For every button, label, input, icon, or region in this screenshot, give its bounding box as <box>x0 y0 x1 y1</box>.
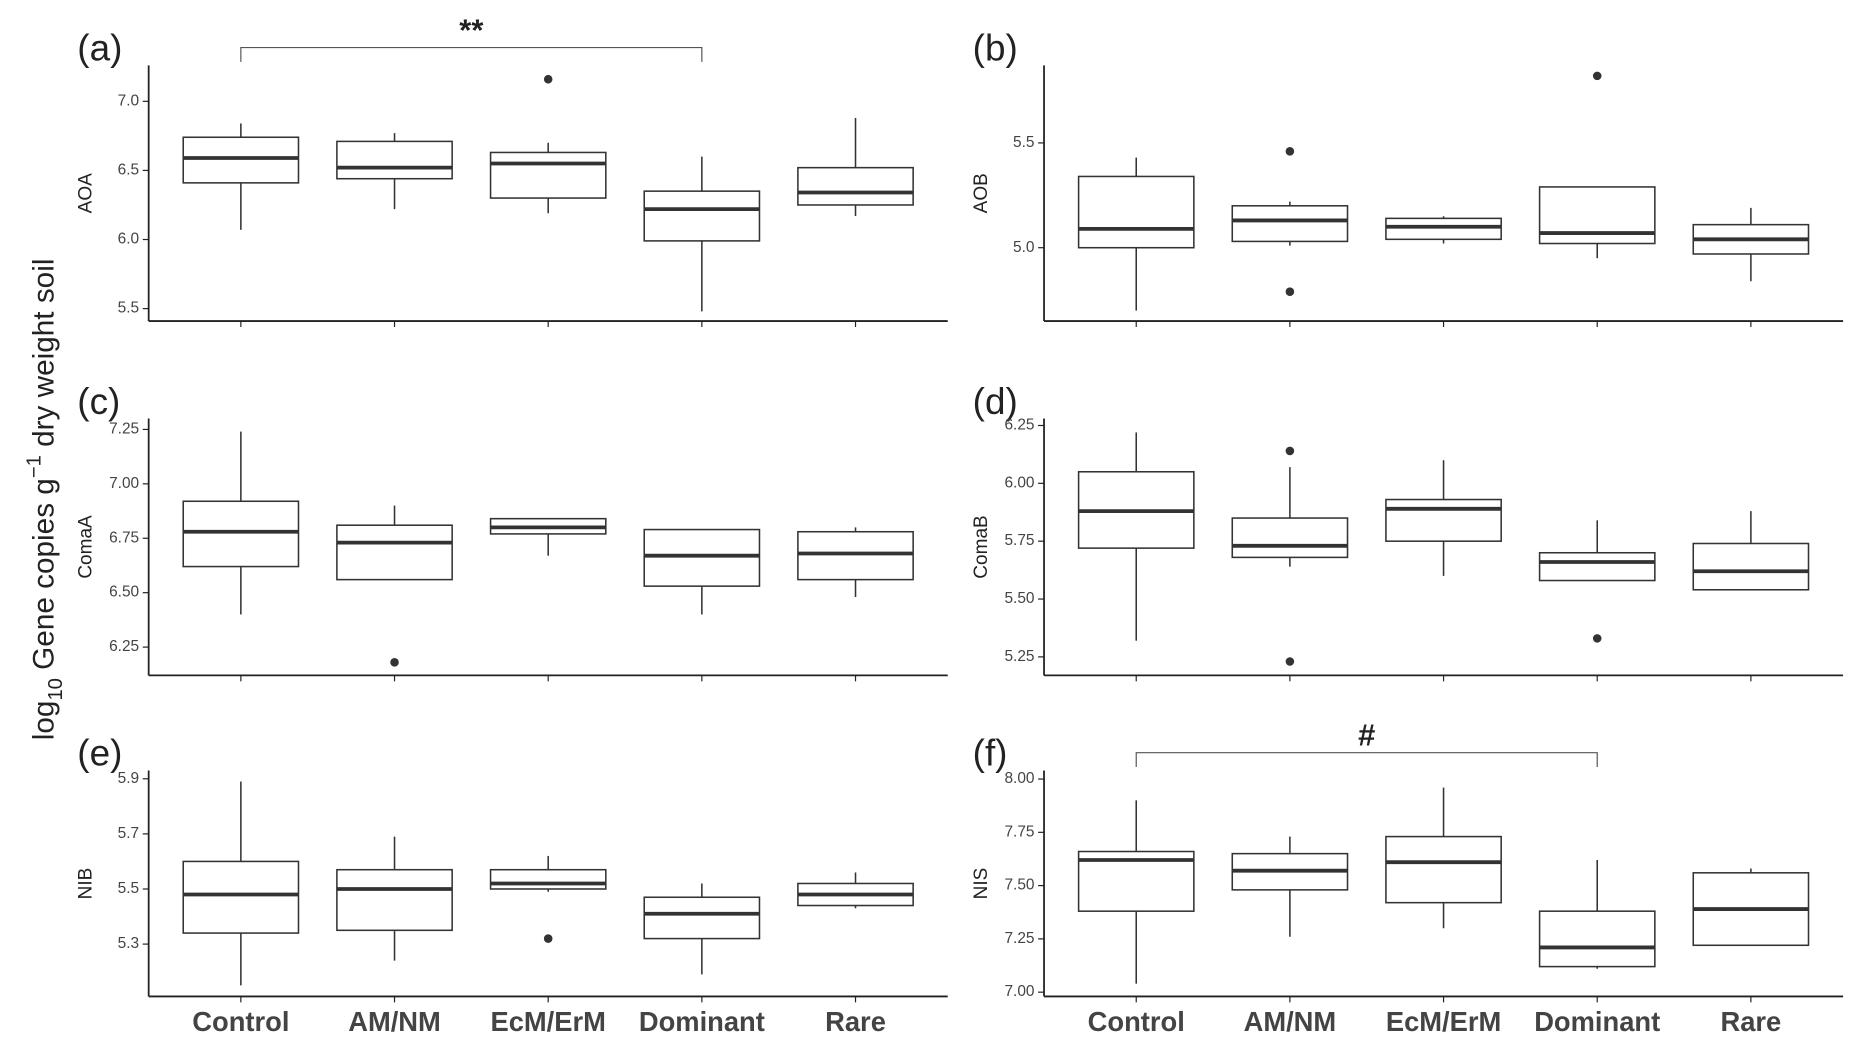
y-tick-label: 5.75 <box>1004 532 1034 549</box>
box <box>1538 186 1656 245</box>
y-tick-label: 5.25 <box>1004 648 1034 665</box>
x-tick-label: Control <box>1088 1006 1185 1037</box>
x-tick-label: AM/NM <box>1244 1006 1337 1037</box>
box <box>1538 910 1656 968</box>
panel-label: (f) <box>973 733 1008 774</box>
y-axis-title: AOB <box>971 173 992 213</box>
box <box>643 896 761 940</box>
ylabel-part: log <box>28 701 61 741</box>
outlier <box>1285 147 1295 156</box>
y-tick-label: 5.0 <box>1013 239 1034 256</box>
x-tick-label: Rare <box>1720 1006 1781 1037</box>
y-tick-label: 5.5 <box>118 880 139 897</box>
box <box>336 524 453 581</box>
box <box>643 190 761 242</box>
ylabel-part: Gene copies g <box>28 478 61 678</box>
y-tick-label: 6.5 <box>118 162 139 179</box>
y-axis-title: ComaB <box>971 515 992 578</box>
box <box>1077 175 1195 249</box>
x-tick-label: Control <box>192 1006 289 1037</box>
y-tick-label: 5.5 <box>118 300 139 317</box>
shared-y-axis-title: log10 Gene copies g−1 dry weight soil <box>23 259 66 741</box>
panel-label: (b) <box>973 28 1018 69</box>
significance-label: # <box>1358 718 1375 753</box>
y-tick-label: 6.0 <box>118 231 139 248</box>
box <box>489 151 607 199</box>
y-tick-label: 5.9 <box>118 770 139 787</box>
panel-label: (c) <box>77 381 120 422</box>
box <box>336 140 453 180</box>
outlier <box>543 934 553 943</box>
y-tick-label: 7.25 <box>1004 930 1034 947</box>
y-tick-label: 6.25 <box>109 638 139 655</box>
box <box>489 868 607 890</box>
outlier <box>543 74 553 84</box>
y-tick-label: 6.50 <box>109 584 139 601</box>
significance-bracket <box>1135 752 1598 767</box>
y-tick-label: 6.25 <box>1004 417 1034 434</box>
significance-bracket <box>240 46 703 62</box>
panel-label: (a) <box>77 28 122 69</box>
box <box>1231 517 1349 559</box>
y-tick-label: 7.75 <box>1004 823 1034 840</box>
y-axis-title: NIB <box>76 868 97 900</box>
y-tick-label: 7.50 <box>1004 877 1034 894</box>
ylabel-sub: 10 <box>45 678 67 700</box>
box <box>1231 205 1349 243</box>
y-tick-label: 7.25 <box>109 421 139 438</box>
box <box>336 868 453 932</box>
x-tick-label: EcM/ErM <box>1386 1006 1501 1037</box>
box <box>1692 542 1810 591</box>
box <box>797 166 914 206</box>
panel-label: (e) <box>77 733 122 774</box>
y-tick-label: 8.00 <box>1004 770 1034 787</box>
box <box>1538 551 1656 582</box>
ylabel-sup: −1 <box>23 455 45 478</box>
box <box>182 136 300 184</box>
x-tick-label: Rare <box>825 1006 886 1037</box>
y-tick-label: 6.75 <box>109 529 139 546</box>
y-axis-title: NIS <box>971 868 992 900</box>
ylabel-part: dry weight soil <box>28 259 61 456</box>
y-tick-label: 5.3 <box>118 935 139 952</box>
y-tick-label: 6.00 <box>1004 474 1034 491</box>
y-tick-label: 5.50 <box>1004 590 1034 607</box>
box <box>182 860 300 934</box>
outlier <box>1285 657 1295 666</box>
y-axis-title: ComaA <box>76 515 97 579</box>
panel-label: (d) <box>973 381 1018 422</box>
box <box>182 500 300 568</box>
y-tick-label: 7.00 <box>109 475 139 492</box>
x-tick-label: Dominant <box>1534 1006 1660 1037</box>
outlier <box>1592 71 1602 81</box>
outlier <box>1592 634 1602 643</box>
y-tick-label: 7.0 <box>118 92 139 109</box>
outlier <box>1285 446 1295 456</box>
x-tick-label: EcM/ErM <box>490 1006 605 1037</box>
box <box>797 530 914 581</box>
y-tick-label: 5.7 <box>118 825 139 842</box>
box <box>1385 835 1502 904</box>
box <box>643 528 761 587</box>
outlier <box>390 658 399 667</box>
significance-label: ** <box>459 12 483 47</box>
box <box>1385 217 1502 241</box>
y-tick-label: 5.5 <box>1013 134 1034 151</box>
box <box>1385 498 1502 542</box>
x-tick-label: AM/NM <box>348 1006 441 1037</box>
x-tick-label: Dominant <box>639 1006 765 1037</box>
y-tick-label: 7.00 <box>1004 983 1034 1000</box>
y-axis-title: AOA <box>76 173 97 213</box>
outlier <box>1285 287 1295 296</box>
